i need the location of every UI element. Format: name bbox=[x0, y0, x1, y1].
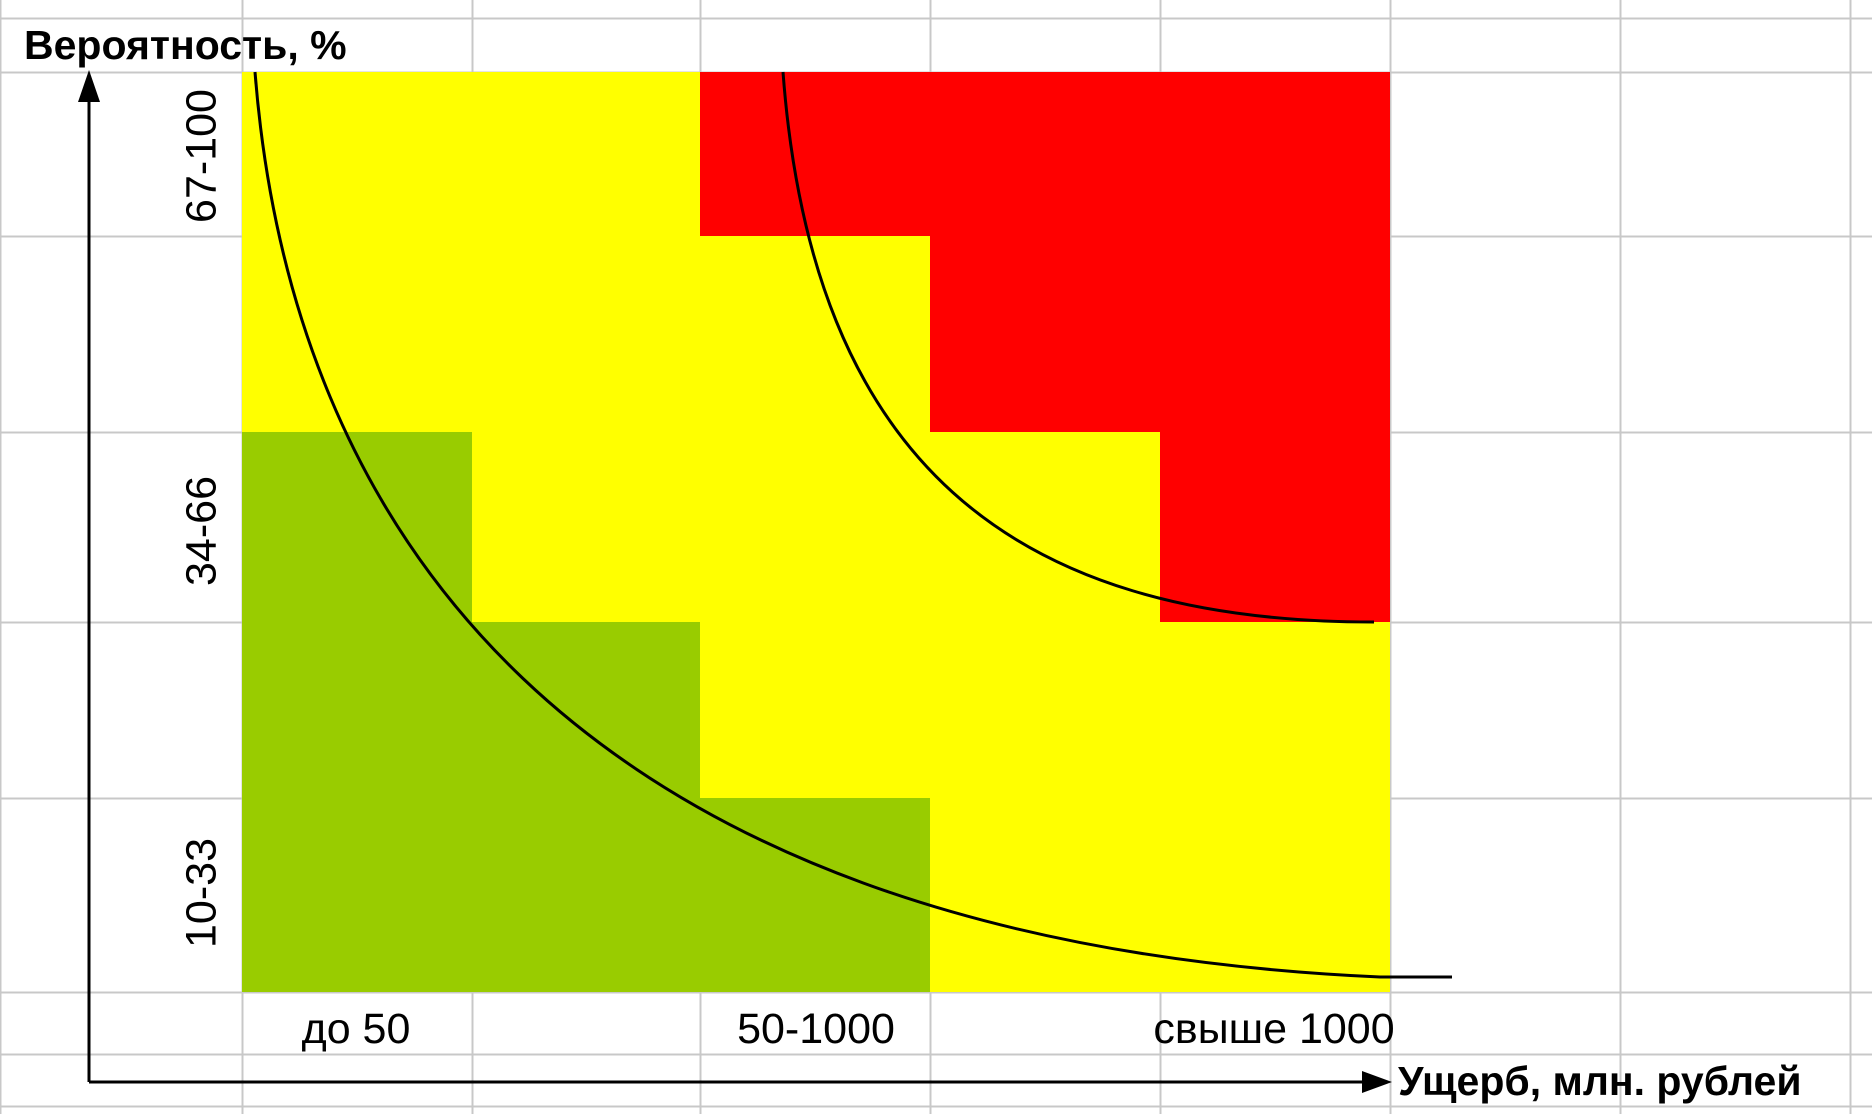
y-tick-label-2: 34-66 bbox=[177, 476, 226, 586]
x-axis-arrowhead bbox=[1362, 1071, 1392, 1093]
risk-zone-green-0 bbox=[242, 432, 472, 992]
risk-zone-yellow-5 bbox=[700, 236, 930, 798]
y-tick-label-1: 10-33 bbox=[177, 838, 226, 948]
risk-zone-yellow-8 bbox=[930, 798, 1390, 992]
risk-zone-red-11 bbox=[1160, 72, 1390, 622]
risk-zone-red-10 bbox=[930, 236, 1160, 432]
x-tick-label-3: свыше 1000 bbox=[1153, 1005, 1395, 1053]
risk-zone-yellow-4 bbox=[472, 432, 700, 622]
x-axis-title: Ущерб, млн. рублей bbox=[1398, 1058, 1802, 1104]
y-axis-title: Вероятность, % bbox=[24, 22, 347, 68]
risk-zone-green-1 bbox=[472, 622, 700, 992]
x-tick-label-1: до 50 bbox=[301, 1005, 411, 1053]
risk-zone-yellow-3 bbox=[242, 72, 700, 432]
y-tick-label-3: 67-100 bbox=[177, 89, 226, 223]
iso-risk-curve-lower bbox=[253, 71, 1452, 979]
risk-zone-yellow-6 bbox=[930, 432, 1160, 798]
x-tick-label-2: 50-1000 bbox=[737, 1005, 895, 1053]
y-axis-arrowhead bbox=[78, 70, 100, 102]
iso-risk-curve-upper bbox=[781, 71, 1375, 624]
risk-zone-red-9 bbox=[700, 72, 1160, 236]
